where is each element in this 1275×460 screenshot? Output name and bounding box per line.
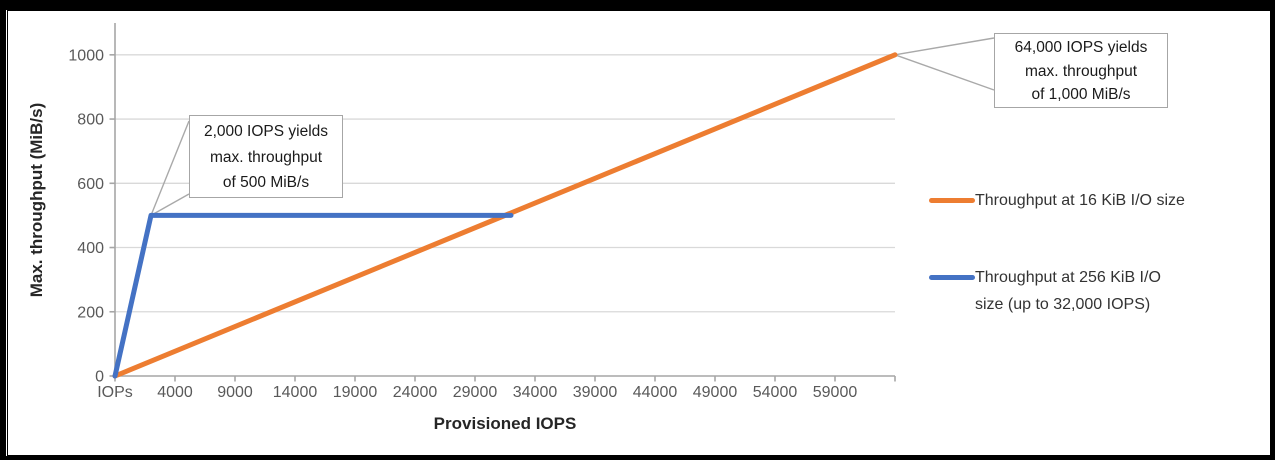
svg-text:0: 0 [95,369,104,386]
series-line-256kib [112,212,514,379]
svg-text:1000: 1000 [68,47,104,64]
legend-swatch-blue-icon [929,275,975,280]
callout-2000-iops: 2,000 IOPS yields max. throughput of 500… [189,115,343,198]
svg-text:4000: 4000 [157,384,193,401]
legend-label: Throughput at 256 KiB I/O size (up to 32… [975,269,1161,313]
svg-text:9000: 9000 [217,384,253,401]
svg-text:400: 400 [77,240,104,257]
legend-entry-256kib: Throughput at 256 KiB I/O size (up to 32… [929,264,1185,318]
series-lines [112,52,898,379]
svg-text:14000: 14000 [273,384,318,401]
svg-text:44000: 44000 [633,384,678,401]
svg-text:200: 200 [77,304,104,321]
svg-text:34000: 34000 [513,384,558,401]
callout-line: 2,000 IOPS yields [203,123,329,140]
legend-label: Throughput at 16 KiB I/O size [975,192,1185,209]
svg-text:39000: 39000 [573,384,618,401]
svg-text:800: 800 [77,112,104,129]
svg-text:IOPs: IOPs [97,384,133,401]
callout-line: 64,000 IOPS yields [1014,39,1148,56]
svg-text:54000: 54000 [753,384,798,401]
legend-swatch-orange-icon [929,198,975,203]
callout-leader-lines [150,37,995,217]
y-axis-title: Max. throughput (MiB/s) [27,102,46,298]
callout-line: max. throughput [209,148,322,166]
svg-text:24000: 24000 [393,384,438,401]
callout-line: of 500 MiB/s [222,174,310,191]
x-tick-labels: IOPs 4000 9000 14000 19000 24000 29000 34000 390… [97,384,857,401]
callout-line: max. throughput [1024,62,1137,80]
svg-text:19000: 19000 [333,384,378,401]
svg-text:59000: 59000 [813,384,858,401]
x-axis-title: Provisioned IOPS [433,414,577,433]
chart-area-border [7,10,1271,456]
svg-text:29000: 29000 [453,384,498,401]
y-tick-labels: 0 200 400 600 800 1000 [68,47,104,385]
svg-text:600: 600 [77,176,104,193]
callout-64000-iops: 64,000 IOPS yields max. throughput of 1,… [994,33,1168,108]
legend-entry-16kib: Throughput at 16 KiB I/O size [929,187,1185,214]
chart-legend: Throughput at 16 KiB I/O size Throughput… [929,187,1185,318]
svg-text:49000: 49000 [693,384,738,401]
callout-line: of 1,000 MiB/s [1031,86,1131,103]
